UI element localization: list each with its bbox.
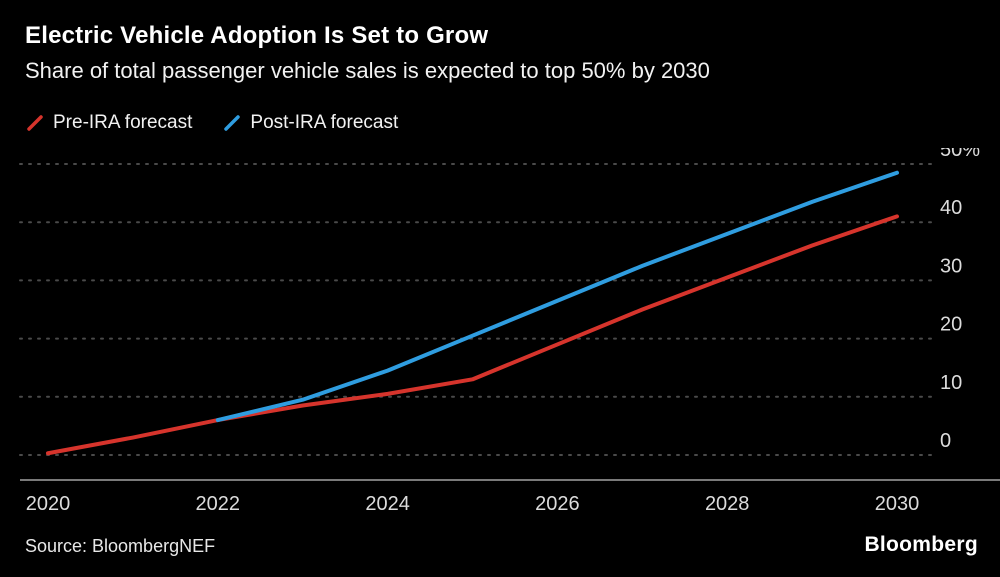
- series-line-post-ira-forecast: [215, 170, 899, 423]
- x-tick-label: 2020: [26, 493, 71, 515]
- legend-label-pre-ira: Pre-IRA forecast: [53, 112, 193, 133]
- chart-title: Electric Vehicle Adoption Is Set to Grow: [25, 22, 489, 49]
- y-tick-label: 20: [940, 314, 962, 336]
- x-tick-label: 2030: [875, 493, 920, 515]
- y-tick-label: 30: [940, 255, 962, 277]
- legend-item-post-ira: Post-IRA forecast: [222, 112, 398, 134]
- x-tick-label: 2026: [535, 493, 580, 515]
- y-tick-label: 40: [940, 197, 962, 219]
- source-note: Source: BloombergNEF: [25, 536, 216, 556]
- chart-area: 0 10 20 30 40 50% 2020 2022 2024 2026 2028 2030: [0, 148, 1000, 520]
- pre-ira-slash-line: [27, 115, 43, 131]
- y-tick-label: 10: [940, 372, 962, 394]
- y-tick-label: 0: [940, 430, 951, 452]
- bloomberg-logo: Bloomberg: [864, 533, 978, 556]
- x-tick-label: 2028: [705, 493, 750, 515]
- y-tick-label: 50%: [940, 148, 980, 161]
- series-line-pre-ira-forecast: [46, 214, 899, 456]
- chart-subtitle: Share of total passenger vehicle sales i…: [25, 58, 710, 83]
- legend: Pre-IRA forecast Post-IRA forecast: [25, 112, 398, 134]
- pre-ira-slash-icon: [27, 115, 43, 131]
- legend-item-pre-ira: Pre-IRA forecast: [25, 112, 192, 134]
- legend-label-post-ira: Post-IRA forecast: [250, 112, 399, 133]
- post-ira-slash-line: [224, 115, 241, 131]
- x-tick-label: 2022: [196, 493, 241, 515]
- post-ira-slash-icon: [224, 115, 241, 131]
- x-tick-label: 2024: [365, 493, 410, 515]
